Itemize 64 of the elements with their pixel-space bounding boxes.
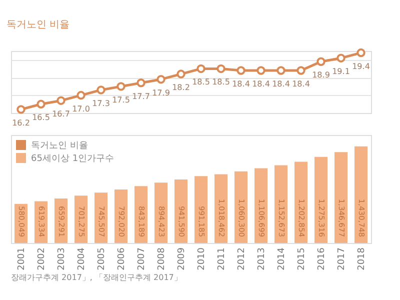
x-tick-label: 2013 [257, 248, 267, 270]
data-label: 16.7 [52, 110, 70, 119]
x-tick-label: 2004 [77, 247, 87, 270]
bar [274, 165, 288, 243]
data-label: 16.5 [32, 113, 50, 122]
data-label: 18.4 [232, 79, 250, 88]
x-tick-label: 2001 [17, 248, 27, 270]
point [136, 78, 146, 88]
data-label: 19.4 [352, 62, 370, 71]
bar [314, 156, 328, 243]
y-axis-title: 독거노인 비율 [6, 20, 70, 30]
point [336, 54, 346, 62]
x-tick-label: 2015 [297, 248, 307, 270]
point [116, 82, 126, 91]
legend-label: 65세이상 1인가구수 [31, 154, 114, 164]
point [56, 96, 66, 105]
text: 장래가구추계 2017」, 「장래인구추계 2017」 [11, 272, 182, 282]
data-label: 18.4 [252, 79, 270, 88]
point [76, 90, 86, 100]
x-tick-label: 2003 [57, 248, 67, 270]
x-tick-label: 2017 [337, 248, 347, 270]
data-label: 19.1 [332, 67, 350, 76]
x-tick-label: 2009 [177, 247, 187, 270]
x-tick-label: 2012 [237, 248, 247, 270]
data-label: 18.4 [272, 79, 290, 88]
data-label: 17.9 [152, 88, 170, 98]
data-label: 17.0 [72, 104, 90, 114]
point [276, 66, 286, 75]
point [176, 70, 186, 78]
data-label: 18.5 [212, 78, 230, 87]
x-tick-label: 2007 [137, 248, 147, 270]
data-label: 17.3 [92, 98, 110, 108]
data-label: 18.9 [312, 70, 330, 80]
data-label: 17.5 [112, 95, 130, 104]
point [156, 74, 166, 84]
x-tick-label: 2002 [37, 248, 47, 270]
point [356, 48, 366, 58]
data-label: 18.4 [292, 79, 310, 88]
point [236, 66, 246, 75]
bar [334, 152, 348, 243]
point [316, 57, 326, 66]
data-label: 18.2 [172, 83, 190, 92]
x-tick-label: 2018 [357, 247, 367, 270]
point [96, 86, 106, 94]
x-tick-label: 2005 [97, 248, 107, 270]
data-label: 18.5 [192, 78, 210, 87]
point [36, 100, 46, 108]
x-tick-label: 2011 [217, 248, 227, 270]
x-tick-label: 2010 [197, 247, 207, 270]
legend-label: 독거노인 비율 [31, 141, 88, 151]
bar [294, 162, 308, 243]
x-tick-label: 2006 [117, 247, 127, 270]
data-label: 16.2 [12, 118, 30, 128]
bar [354, 146, 368, 243]
data-label: 17.7 [132, 92, 150, 101]
point [16, 105, 26, 114]
x-tick-label: 2008 [157, 247, 167, 270]
point [296, 66, 306, 75]
bar [194, 176, 208, 243]
x-tick-label: 2014 [277, 247, 287, 270]
point [216, 64, 226, 74]
x-tick-label: 2016 [317, 247, 327, 270]
point [256, 66, 266, 75]
point [196, 64, 206, 74]
